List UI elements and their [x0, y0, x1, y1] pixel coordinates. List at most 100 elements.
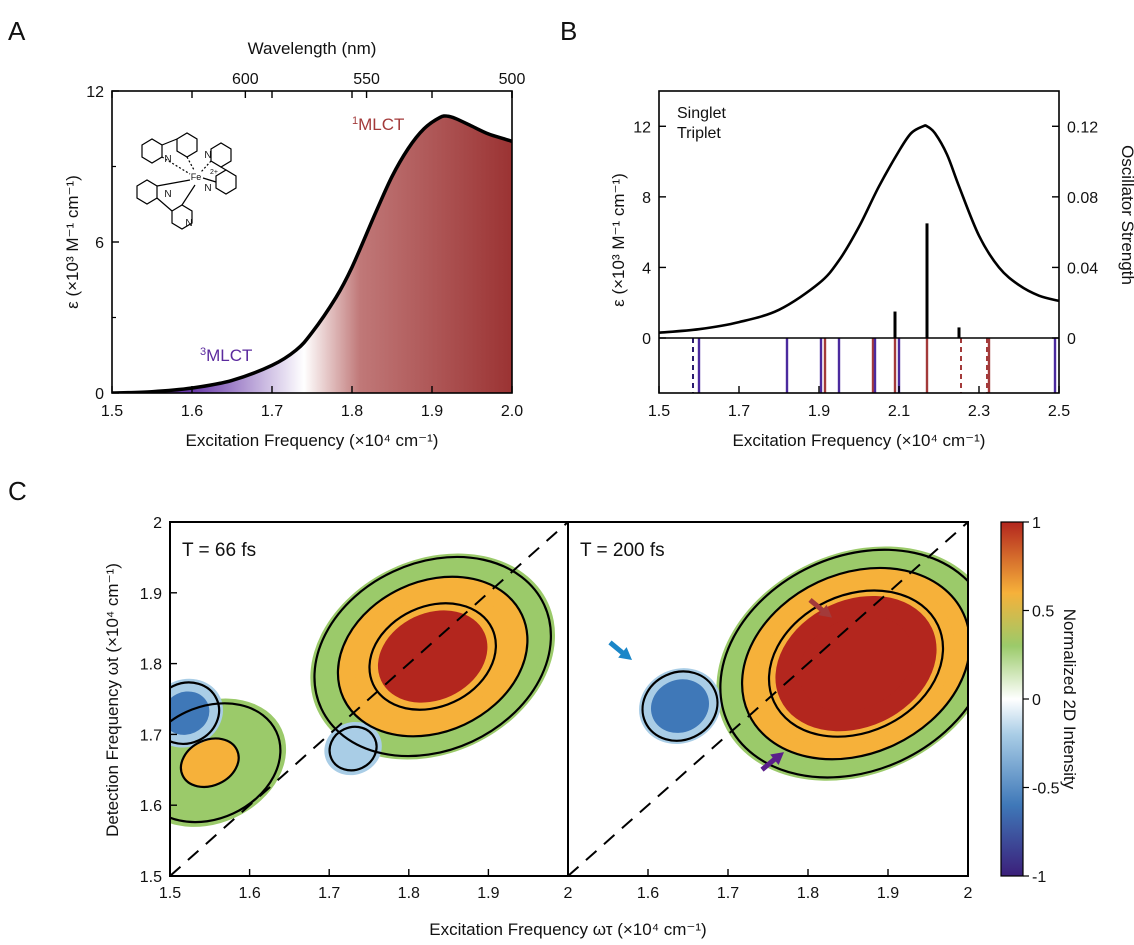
panel-a-y-tick-label: 6	[95, 235, 104, 252]
contour-line	[313, 555, 552, 758]
panel-a-y-tick-label: 12	[86, 84, 104, 101]
arrow-head	[770, 752, 784, 765]
panel-a-y-tick-label: 0	[95, 386, 104, 403]
panel-b-x-ticks: 1.5 1.7 1.9 2.1 2.3 2.5	[648, 386, 1070, 420]
arrow-head	[818, 604, 832, 618]
contour-line	[368, 602, 497, 711]
panel-c-x-axis-label: Excitation Frequency ωτ (×10⁴ cm⁻¹)	[429, 920, 706, 939]
molecule-atom-fe: Fe	[191, 172, 202, 182]
title-66fs: T = 66 fs	[182, 540, 256, 561]
colorbar-tick-label: 0	[1032, 692, 1041, 709]
panel-c-x-tick-label: 1.7	[717, 885, 739, 902]
panel-c-map-66fs	[170, 522, 568, 876]
panel-c-x-tick-label: 1.7	[318, 885, 340, 902]
panel-c-x-tick-label: 1.8	[398, 885, 420, 902]
colorbar-label: Normalized 2D Intensity	[1060, 609, 1079, 790]
panel-c-x-tick-label: 2	[564, 885, 573, 902]
panel-c-y-tick-label: 1.7	[140, 727, 162, 744]
colorbar-tick-label: 1	[1032, 515, 1041, 532]
singlet-mlct-annotation: 1MLCT	[352, 115, 404, 134]
diagonal-66fs	[170, 522, 568, 876]
contour-line	[170, 702, 282, 824]
colorbar-ticks: 1 0.5 0 -0.5 -1	[1023, 515, 1060, 886]
panel-b-x-tick-label: 1.5	[648, 403, 670, 420]
panel-c-y-tick-label: 1.9	[140, 586, 162, 603]
panel-b-x-tick-label: 2.5	[1048, 403, 1070, 420]
panel-b-absorption-curve	[658, 124, 1060, 335]
contour-line	[719, 548, 968, 779]
triplet-mlct-sup: 3	[200, 346, 206, 358]
arrow-shaft	[760, 756, 778, 772]
legend-singlet: Singlet	[677, 105, 726, 122]
arrow-shaft	[808, 598, 826, 614]
frame-200fs	[567, 521, 969, 877]
molecule-atom-n: N	[204, 150, 211, 161]
contour-line	[336, 575, 529, 738]
panel-b-y-tick-label: 8	[642, 190, 651, 207]
molecule-atom-n: N	[185, 218, 192, 229]
molecule-atom-n: N	[204, 183, 211, 194]
molecule-atom-n: N	[164, 154, 171, 165]
panel-a-top-tick-label: 600	[232, 71, 259, 88]
triplet-mlct-annotation: 3MLCT	[200, 346, 252, 365]
singlet-mlct-sup: 1	[352, 115, 358, 127]
title-200fs: T = 200 fs	[580, 540, 665, 561]
singlet-mlct-text: MLCT	[358, 115, 404, 134]
fe-bpy-molecule-drawing	[136, 132, 237, 230]
panel-b-frame	[658, 90, 1060, 394]
legend-triplet: Triplet	[677, 125, 721, 142]
panel-c-y-ticks: 1.5 1.6 1.7 1.8 1.9 2	[140, 515, 177, 886]
panel-b-right-axis-label: Oscillator Strength	[1118, 145, 1134, 285]
panel-b-x-tick-label: 2.3	[968, 403, 990, 420]
panel-c-x-tick-label: 1.6	[637, 885, 659, 902]
panel-a-top-ticks: 600 550 500	[232, 71, 525, 98]
panel-c-y-tick-label: 1.8	[140, 657, 162, 674]
panel-a-top-axis-label: Wavelength (nm)	[248, 39, 377, 58]
contour-line	[179, 737, 240, 789]
panel-a-absorption-curve	[112, 114, 512, 393]
panel-b-right-y-tick-label: 0.08	[1067, 190, 1098, 207]
panel-a-x-axis-label: Excitation Frequency (×10⁴ cm⁻¹)	[186, 431, 439, 450]
colorbar-tick-label: -1	[1032, 869, 1046, 886]
contour-line	[328, 725, 378, 772]
panel-a-x-tick-label: 1.5	[101, 403, 123, 420]
panel-a-x-ticks: 1.5 1.6 1.7 1.8 1.9 2.0	[101, 91, 523, 420]
panel-c-x-tick-label: 1.6	[238, 885, 260, 902]
panel-c-y-tick-label: 1.6	[140, 798, 162, 815]
triplet-mlct-text: MLCT	[206, 346, 252, 365]
panel-a-absorption-area	[112, 115, 512, 393]
contour-line	[170, 681, 221, 745]
panel-a-y-ticks: 0 6 12	[86, 84, 119, 403]
panel-c-x-tick-label: 1.9	[877, 885, 899, 902]
panel-b-x-tick-label: 1.9	[808, 403, 830, 420]
panel-c-label: C	[8, 476, 27, 506]
intensity-band	[180, 738, 239, 787]
panel-b-right-y-tick-label: 0.12	[1067, 119, 1098, 136]
diagonal-200fs	[568, 522, 968, 876]
panel-b-transition-lines	[692, 338, 1057, 393]
panel-a: A Wavelength (nm) 600 550 500 1.5 1.6 1.7 1.8…	[8, 16, 525, 450]
panel-b-y-tick-label: 0	[642, 331, 651, 348]
molecule-atom-n: N	[164, 189, 171, 200]
panel-c: C T = 66 fs T = 200 fs 1.5 1.6 1.7 1.8 1.9 2 1…	[8, 476, 1079, 939]
arrow-head	[618, 647, 632, 661]
panel-b-x-tick-label: 2.1	[888, 403, 910, 420]
panel-c-x-ticks: 1.5 1.6 1.7 1.8 1.9 2 1.6 1.7 1.8 1.9 2	[159, 869, 973, 902]
molecule-charge: 2+	[210, 169, 218, 176]
panel-a-x-tick-label: 1.6	[181, 403, 203, 420]
panel-c-x-tick-label: 2	[964, 885, 973, 902]
panel-c-map-200fs	[568, 522, 968, 876]
panel-a-x-tick-label: 1.8	[341, 403, 363, 420]
panel-b-oscillator-sticks	[893, 223, 961, 338]
panel-b: B 1.5 1.7 1.9 2.1 2.3 2.5 0 4 8 12 0 0.04 0.08 0.12…	[560, 16, 1134, 450]
panel-c-x-tick-label: 1.5	[159, 885, 181, 902]
contour-line	[740, 566, 968, 761]
panel-b-x-axis-label: Excitation Frequency (×10⁴ cm⁻¹)	[733, 431, 986, 450]
panel-b-right-y-tick-label: 0.04	[1067, 260, 1098, 277]
panel-a-x-tick-label: 2.0	[501, 403, 523, 420]
panel-a-top-tick-label: 550	[353, 71, 380, 88]
intensity-band	[377, 610, 488, 703]
panel-c-x-tick-label: 1.8	[797, 885, 819, 902]
panel-a-top-tick-label: 500	[499, 71, 526, 88]
panel-a-x-tick-label: 1.7	[261, 403, 283, 420]
